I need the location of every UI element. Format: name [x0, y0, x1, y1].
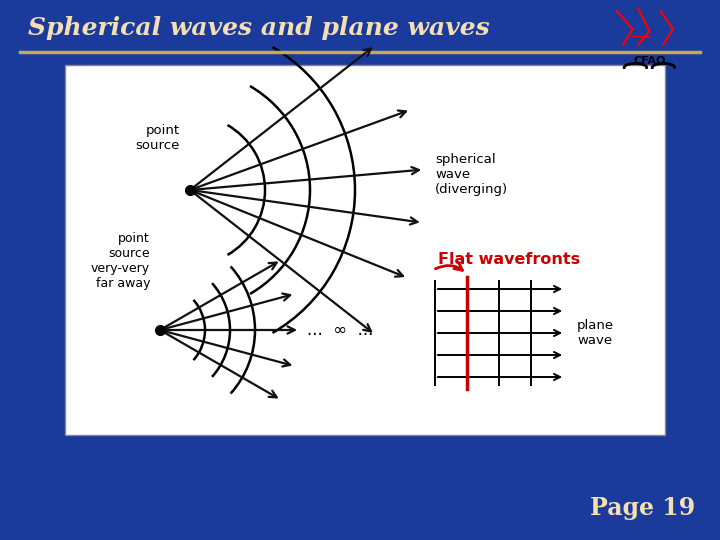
Text: Flat wavefronts: Flat wavefronts [438, 253, 580, 267]
Text: CFAO: CFAO [634, 56, 665, 66]
Text: point
source
very-very
far away: point source very-very far away [91, 232, 150, 290]
Text: Page 19: Page 19 [590, 496, 695, 520]
Bar [65, 65, 665, 435]
Text: plane
wave: plane wave [577, 319, 614, 347]
Text: ...  ∞  ...: ... ∞ ... [307, 321, 373, 339]
Text: Spherical waves and plane waves: Spherical waves and plane waves [28, 16, 490, 40]
Text: point
source: point source [135, 124, 180, 152]
Text: spherical
wave
(diverging): spherical wave (diverging) [435, 153, 508, 197]
